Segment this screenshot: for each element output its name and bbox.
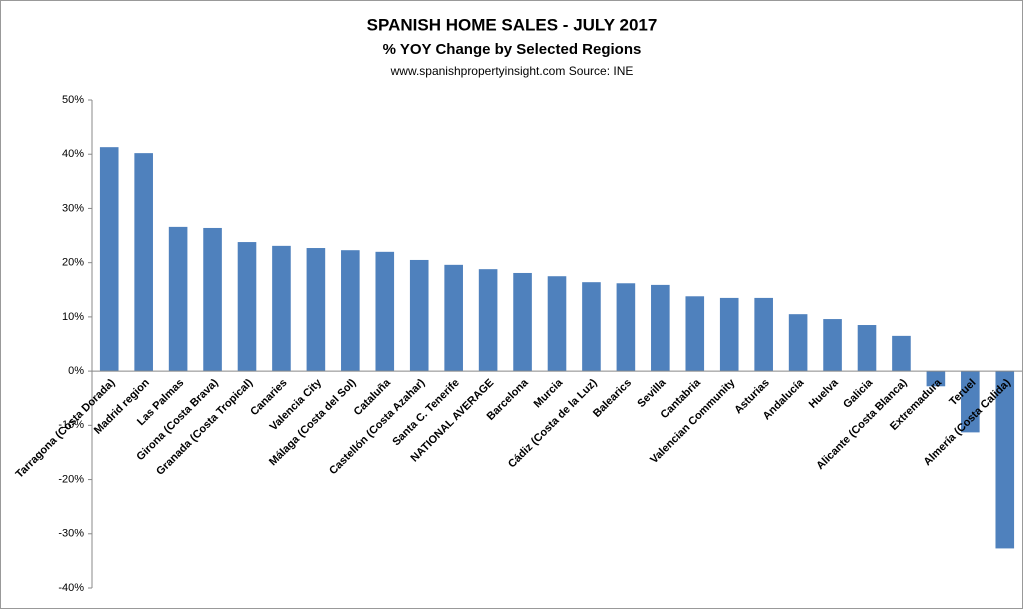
y-tick-label: 30% <box>62 202 84 214</box>
y-tick-label: 0% <box>68 365 84 377</box>
bar <box>203 227 222 372</box>
bar <box>961 371 980 433</box>
bar <box>375 251 395 372</box>
bar <box>513 272 532 372</box>
bar <box>582 282 601 372</box>
bar <box>926 371 946 387</box>
bar <box>719 297 739 372</box>
y-tick-label: -20% <box>58 473 84 485</box>
bar <box>478 269 498 372</box>
bar <box>754 297 773 372</box>
bar <box>237 242 257 372</box>
y-tick-label: -10% <box>58 419 84 431</box>
bar <box>444 264 463 372</box>
bar <box>892 335 911 372</box>
bar <box>651 284 670 372</box>
y-tick-label: 40% <box>62 148 84 160</box>
bar <box>306 248 326 372</box>
bar <box>409 259 429 372</box>
bar <box>547 276 567 372</box>
bar <box>616 283 636 372</box>
bar <box>857 325 877 372</box>
bar <box>134 153 153 372</box>
chart-subtitle: % YOY Change by Selected Regions <box>383 41 642 58</box>
bar <box>168 226 188 372</box>
bar <box>99 147 119 372</box>
chart-source: www.spanishpropertyinsight.com Source: I… <box>390 64 634 78</box>
y-tick-label: -30% <box>58 528 84 540</box>
y-tick-label: 50% <box>62 94 84 106</box>
bar <box>995 371 1015 549</box>
bar <box>788 314 808 372</box>
bar <box>685 296 705 372</box>
chart-title: SPANISH HOME SALES - JULY 2017 <box>367 15 658 34</box>
y-tick-label: 10% <box>62 311 84 323</box>
y-tick-label: 20% <box>62 257 84 269</box>
bar <box>823 319 842 372</box>
bar <box>341 250 360 372</box>
y-tick-label: -40% <box>58 582 84 594</box>
bar <box>272 245 291 372</box>
